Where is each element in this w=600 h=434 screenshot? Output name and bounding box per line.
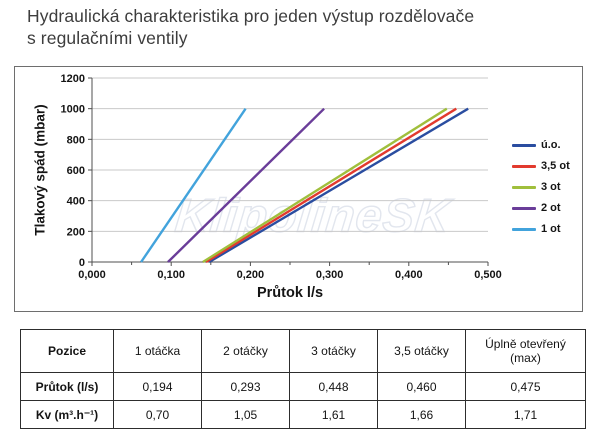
table-body: Průtok (l/s) 0,194 0,293 0,448 0,460 0,475 Kv … <box>20 372 586 429</box>
x-tick-label: 0,000 <box>78 269 106 281</box>
y-tick-label: 1200 <box>61 73 85 85</box>
x-tick-label: 0,200 <box>237 269 265 281</box>
legend-line-swatch <box>512 206 536 210</box>
y-tick-label: 800 <box>67 134 85 146</box>
table-cell: 0,194 <box>113 372 202 401</box>
table-header-cell: Úplně otevřený (max) <box>465 329 586 373</box>
page-title: Hydraulická charakteristika pro jeden vý… <box>27 5 587 49</box>
table-head: Pozice 1 otáčka 2 otáčky 3 otáčky 3,5 otáčky… <box>20 329 586 373</box>
table-cell: 0,475 <box>465 372 586 401</box>
table-row-label: Průtok (l/s) <box>20 372 114 401</box>
series-line-1 <box>208 107 469 264</box>
series-line-2 <box>205 107 457 264</box>
table-header-cell: 2 otáčky <box>201 329 290 373</box>
chart-legend: ú.o. 3,5 ot 3 ot 2 ot 1 ot <box>512 139 570 235</box>
y-tick-label: 1000 <box>61 104 85 116</box>
page-title-line1: Hydraulická charakteristika pro jeden vý… <box>27 6 475 26</box>
table-header-row: Pozice 1 otáčka 2 otáčky 3 otáčky 3,5 otáčky… <box>20 329 586 373</box>
table-cell: 1,61 <box>289 400 378 429</box>
legend-label: ú.o. <box>541 139 561 151</box>
legend-item: 3,5 ot <box>512 160 570 172</box>
chart-svg: 0 200 400 600 800 1000 1200 0,000 0,100 0,200 0,30… <box>61 73 502 281</box>
y-tick-label: 400 <box>67 196 85 208</box>
table-cell: 0,460 <box>377 372 466 401</box>
x-tick-label: 0,300 <box>316 269 344 281</box>
table-header-cell: 1 otáčka <box>113 329 202 373</box>
results-table: Pozice 1 otáčka 2 otáčky 3 otáčky 3,5 otáčky… <box>20 329 586 429</box>
legend-label: 2 ot <box>541 202 561 214</box>
table-row: Průtok (l/s) 0,194 0,293 0,448 0,460 0,475 <box>20 372 586 401</box>
table-header-cell: 3,5 otáčky <box>377 329 466 373</box>
table-row-label: Kv (m³.h⁻¹) <box>20 400 114 429</box>
legend-line-swatch <box>512 185 536 189</box>
table-header-cell: Pozice <box>20 329 114 373</box>
page-title-line2: s regulačními ventily <box>27 28 188 49</box>
series-line-3 <box>202 107 448 264</box>
y-tick-label: 200 <box>67 226 85 238</box>
legend-line-swatch <box>512 164 536 168</box>
table-cell: 0,70 <box>113 400 202 429</box>
table-cell: 0,293 <box>201 372 290 401</box>
legend-item: 3 ot <box>512 181 570 193</box>
x-axis-title: Průtok l/s <box>256 285 324 301</box>
table-cell: 1,05 <box>201 400 290 429</box>
series-line-5 <box>140 108 247 263</box>
table-cell: 0,448 <box>289 372 378 401</box>
legend-label: 3,5 ot <box>541 160 570 172</box>
legend-line-swatch <box>512 143 536 147</box>
y-axis-title: Tlakový spád (mbar) <box>32 104 48 236</box>
series-line-4 <box>167 107 325 263</box>
x-tick-label: 0,100 <box>157 269 185 281</box>
legend-line-swatch <box>512 227 536 231</box>
legend-label: 1 ot <box>541 223 561 235</box>
table-header-cell: 3 otáčky <box>289 329 378 373</box>
x-tick-label: 0,500 <box>474 269 502 281</box>
y-tick-label: 0 <box>79 257 85 269</box>
legend-item: 2 ot <box>512 202 570 214</box>
chart-panel: KlipolineSK 0 200 400 600 800 1000 1200 0,000 0,… <box>14 66 583 312</box>
x-tick-label: 0,400 <box>395 269 423 281</box>
legend-item: 1 ot <box>512 223 570 235</box>
legend-label: 3 ot <box>541 181 561 193</box>
y-tick-label: 600 <box>67 165 85 177</box>
table-cell: 1,66 <box>377 400 466 429</box>
table-row: Kv (m³.h⁻¹) 0,70 1,05 1,61 1,66 1,71 <box>20 400 586 429</box>
table-cell: 1,71 <box>465 400 586 429</box>
legend-item: ú.o. <box>512 139 570 151</box>
